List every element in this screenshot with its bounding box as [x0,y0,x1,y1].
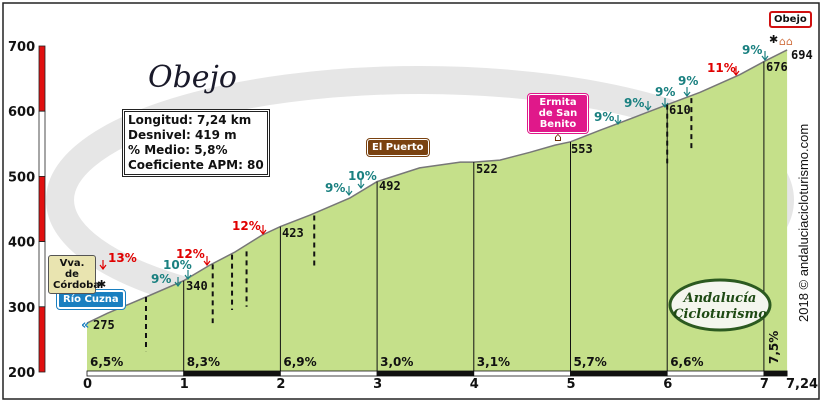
segment-gradient-label: 8,3% [187,355,220,369]
logo-text-line2: Cicloturismo [673,307,767,322]
segment-gradient-label: 3,1% [477,355,510,369]
y-tick-label: 400 [8,236,35,251]
elevation-gain-info: Desnivel: 419 m [128,128,237,142]
info-box: Longitud: 7,24 km Desnivel: 419 m % Medi… [122,109,270,177]
gradient-arrowhead-icon [174,281,182,287]
x-tick-label: 2 [276,377,285,392]
km-altitude-label: 676 [766,60,788,74]
max-gradient-label: 9% [655,85,675,99]
sign-ermita: Ermita de San Benito [527,93,589,134]
km-altitude-label: 492 [379,179,401,193]
gradient-arrowhead-icon [732,70,740,76]
max-gradient-label: 9% [742,43,762,57]
junction-star-icon: ✱ [97,278,106,291]
length-info: Longitud: 7,24 km [128,113,252,127]
x-tick-label: 1 [180,377,189,392]
segment-gradient-label: 7,5% [767,331,781,364]
gradient-arrowhead-icon [661,102,669,108]
max-gradient-label: 10% [348,169,377,183]
logo-text-line1: Andalucía [682,291,757,306]
logo-badge [668,278,772,332]
x-tick-label: 0 [83,377,92,392]
gradient-arrowhead-icon [203,260,211,266]
y-tick-label: 500 [8,170,35,185]
gradient-arrowhead-icon [644,105,652,111]
y-tick-label: 200 [8,366,35,381]
gradient-arrowhead-icon [357,183,365,189]
km-bar-segment [473,370,571,377]
x-tick-label: 4 [470,377,479,392]
max-gradient-label: 12% [176,247,205,261]
gradient-arrowhead-icon [683,91,691,97]
km-altitude-label: 522 [476,162,498,176]
gradient-arrowhead-icon [345,190,353,196]
x-tick-label: 7,24 [786,377,818,392]
segment-gradient-label: 6,5% [90,355,123,369]
altitude-bar-segment [38,45,46,112]
segment-gradient-label: 6,9% [283,355,316,369]
max-gradient-label: 10% [163,258,192,272]
y-tick-label: 300 [8,301,35,316]
max-gradient-label: 9% [594,110,614,124]
gradient-arrowhead-icon [614,119,622,125]
km-altitude-label: 423 [282,226,304,240]
y-tick-label: 700 [8,40,35,55]
x-tick-label: 6 [663,377,672,392]
start-chevron-icon: « [81,318,89,333]
max-gradient-label: 13% [108,251,137,265]
km-bar-segment [763,370,788,377]
segment-gradient-label: 6,6% [670,355,703,369]
max-gradient-label: 9% [151,272,171,286]
km-altitude-label: 340 [186,279,208,293]
gradient-arrowhead-icon [259,229,267,235]
village-houses-icon: ⌂⌂ [779,35,793,48]
avg-gradient-info: % Medio: 5,8% [128,143,228,157]
max-gradient-label: 9% [678,74,698,88]
max-gradient-label: 9% [325,181,345,195]
x-tick-label: 3 [373,377,382,392]
finish-star-icon: ✱ [769,33,778,46]
altitude-bar-segment [38,306,46,373]
km-altitude-label: 694 [791,48,813,62]
km-altitude-label: 610 [669,103,691,117]
x-tick-label: 7 [760,377,769,392]
km-bar-segment [183,370,281,377]
gradient-arrowhead-icon [761,55,769,61]
altitude-bar-segment [38,175,46,242]
km-altitude-label: 275 [93,318,115,332]
chart-title: Obejo [148,60,237,95]
sign-obejo: Obejo [769,11,812,28]
km-bar-segment [376,370,475,377]
km-bar-segment [570,370,668,377]
km-bar-segment [279,370,378,377]
profile-area [87,49,788,373]
km-bar-segment [666,370,765,377]
copyright-text: 2018 © andaluciacicloturismo.com [796,123,811,322]
max-gradient-label: 12% [232,219,261,233]
segment-gradient-label: 5,7% [574,355,607,369]
segment-gradient-label: 3,0% [380,355,413,369]
sign-el-puerto: El Puerto [366,138,430,157]
max-gradient-label: 11% [707,61,736,75]
y-tick-label: 600 [8,105,35,120]
max-gradient-label: 9% [624,96,644,110]
km-altitude-label: 553 [571,142,593,156]
gradient-arrowhead-icon [99,264,107,270]
km-bar-segment [86,370,185,377]
chapel-icon: ⌂ [554,130,562,144]
apm-info: Coeficiente APM: 80 [128,158,264,172]
gradient-arrowhead-icon [184,274,192,280]
x-tick-label: 5 [567,377,576,392]
sign-villaviciosa: Vva. de Córdoba [48,255,100,294]
altitude-bar-segment [38,110,46,177]
altitude-bar-segment [38,241,46,308]
